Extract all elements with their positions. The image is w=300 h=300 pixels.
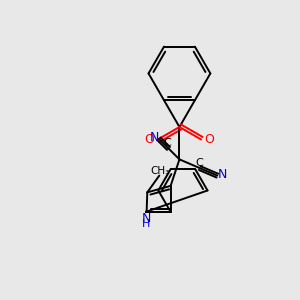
- Text: N: N: [141, 212, 151, 225]
- Text: O: O: [144, 133, 154, 146]
- Text: CH₃: CH₃: [150, 166, 170, 176]
- Text: O: O: [205, 133, 214, 146]
- Text: N: N: [218, 168, 227, 181]
- Text: C: C: [195, 158, 203, 168]
- Text: N: N: [150, 131, 159, 144]
- Text: H: H: [142, 219, 150, 230]
- Text: C: C: [164, 138, 171, 148]
